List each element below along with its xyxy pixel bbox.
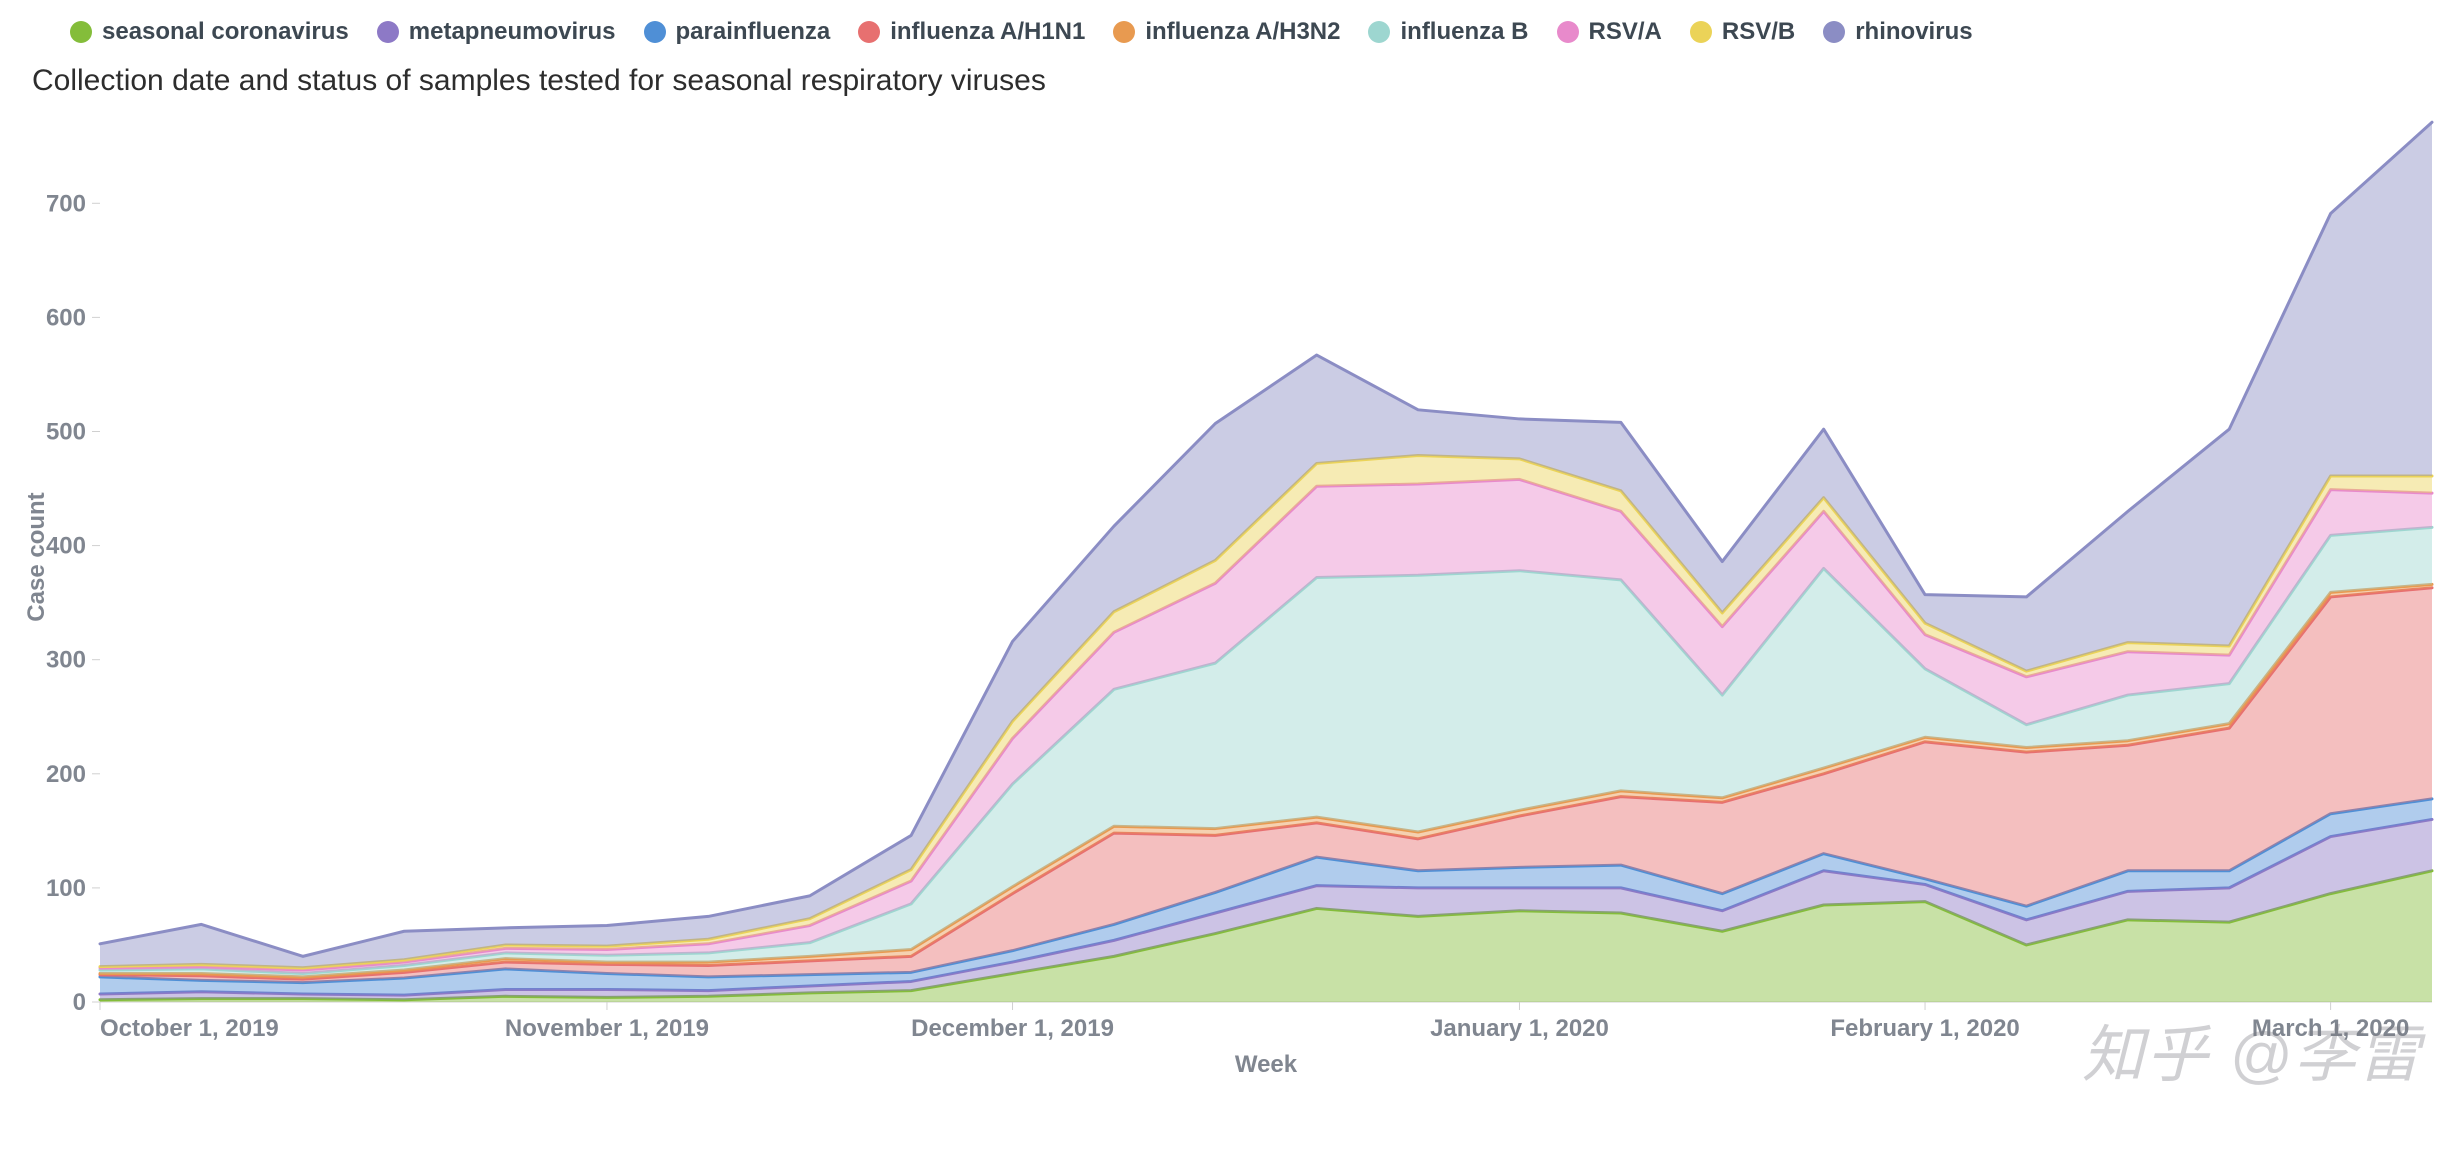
legend-item[interactable]: RSV/B xyxy=(1690,18,1795,46)
svg-text:300: 300 xyxy=(46,647,86,674)
legend-label: influenza A/H1N1 xyxy=(890,18,1085,46)
legend-item[interactable]: influenza B xyxy=(1368,18,1528,46)
chart-plot-area: 0 100 200 300 400 500 600 700 October 1, 2019 Nov… xyxy=(20,102,2442,1082)
legend-swatch xyxy=(70,21,92,43)
legend-label: RSV/B xyxy=(1722,18,1795,46)
svg-text:November 1, 2019: November 1, 2019 xyxy=(505,1015,709,1042)
svg-text:October 1, 2019: October 1, 2019 xyxy=(100,1015,279,1042)
legend-swatch xyxy=(377,21,399,43)
svg-text:December 1, 2019: December 1, 2019 xyxy=(911,1015,1114,1042)
svg-text:0: 0 xyxy=(73,989,86,1016)
legend-swatch xyxy=(1690,21,1712,43)
legend-label: metapneumovirus xyxy=(409,18,616,46)
legend-swatch xyxy=(1113,21,1135,43)
legend: seasonal coronavirus metapneumovirus parai… xyxy=(20,10,2442,54)
legend-swatch xyxy=(1557,21,1579,43)
svg-text:200: 200 xyxy=(46,761,86,788)
svg-text:500: 500 xyxy=(46,418,86,445)
svg-text:January 1, 2020: January 1, 2020 xyxy=(1430,1015,1609,1042)
legend-swatch xyxy=(1368,21,1390,43)
svg-text:600: 600 xyxy=(46,304,86,331)
legend-label: parainfluenza xyxy=(676,18,831,46)
chart-subtitle: Collection date and status of samples te… xyxy=(20,54,2442,102)
legend-label: influenza B xyxy=(1400,18,1528,46)
svg-text:700: 700 xyxy=(46,190,86,217)
legend-item[interactable]: RSV/A xyxy=(1557,18,1662,46)
legend-swatch xyxy=(644,21,666,43)
svg-text:March 1, 2020: March 1, 2020 xyxy=(2252,1015,2409,1042)
legend-item[interactable]: influenza A/H1N1 xyxy=(858,18,1085,46)
svg-text:Case count: Case count xyxy=(23,492,50,621)
chart-container: seasonal coronavirus metapneumovirus parai… xyxy=(0,0,2462,1154)
svg-text:Week: Week xyxy=(1235,1051,1298,1078)
legend-swatch xyxy=(858,21,880,43)
svg-text:400: 400 xyxy=(46,533,86,560)
legend-item[interactable]: rhinovirus xyxy=(1823,18,1972,46)
legend-item[interactable]: seasonal coronavirus xyxy=(70,18,349,46)
legend-item[interactable]: parainfluenza xyxy=(644,18,831,46)
legend-label: seasonal coronavirus xyxy=(102,18,349,46)
legend-label: influenza A/H3N2 xyxy=(1145,18,1340,46)
legend-label: rhinovirus xyxy=(1855,18,1972,46)
legend-item[interactable]: metapneumovirus xyxy=(377,18,616,46)
legend-label: RSV/A xyxy=(1589,18,1662,46)
legend-item[interactable]: influenza A/H3N2 xyxy=(1113,18,1340,46)
svg-text:February 1, 2020: February 1, 2020 xyxy=(1830,1015,2019,1042)
svg-text:100: 100 xyxy=(46,875,86,902)
legend-swatch xyxy=(1823,21,1845,43)
